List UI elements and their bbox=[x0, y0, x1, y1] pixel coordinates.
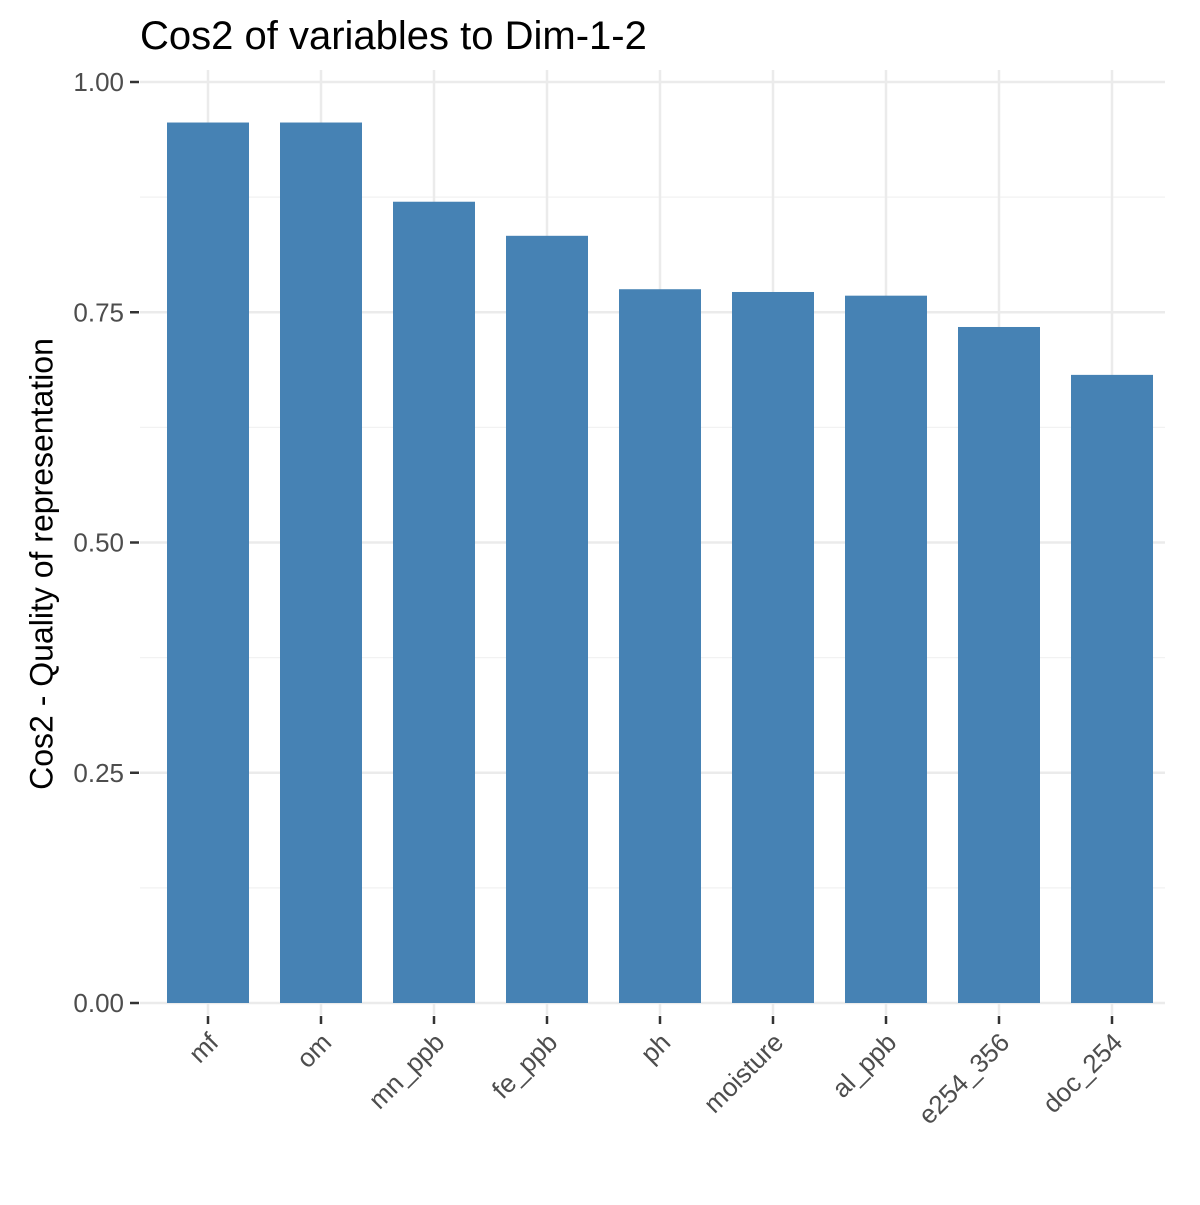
x-tick-label: e254_356 bbox=[912, 1027, 1015, 1130]
bar-ph bbox=[619, 289, 701, 1004]
bar-e254_356 bbox=[958, 326, 1040, 1004]
x-tick-label: moisture bbox=[698, 1027, 790, 1119]
bar-om bbox=[280, 122, 362, 1004]
x-tick-label: mn_ppb bbox=[363, 1027, 451, 1115]
bar-fe_ppb bbox=[506, 235, 588, 1003]
chart-title: Cos2 of variables to Dim-1-2 bbox=[140, 14, 647, 58]
x-tick-label: ph bbox=[635, 1027, 677, 1069]
x-tick-label: al_ppb bbox=[826, 1027, 902, 1103]
y-tick-label: 0.50 bbox=[73, 528, 124, 558]
y-tick-label: 0.00 bbox=[73, 988, 124, 1018]
bar-mn_ppb bbox=[393, 201, 475, 1004]
x-tick-label: fe_ppb bbox=[486, 1027, 563, 1104]
bar-moisture bbox=[732, 291, 814, 1003]
x-tick-label: om bbox=[290, 1027, 337, 1074]
bar-doc_254 bbox=[1071, 374, 1153, 1003]
y-tick-label: 0.25 bbox=[73, 758, 124, 788]
y-tick-label: 0.75 bbox=[73, 297, 124, 327]
bar-al_ppb bbox=[845, 295, 927, 1003]
y-axis-label: Cos2 - Quality of representation bbox=[23, 338, 60, 790]
x-tick-label: mf bbox=[183, 1026, 225, 1068]
x-tick-label: doc_254 bbox=[1036, 1027, 1128, 1119]
y-tick-label: 1.00 bbox=[73, 67, 124, 97]
bar-mf bbox=[167, 122, 249, 1004]
